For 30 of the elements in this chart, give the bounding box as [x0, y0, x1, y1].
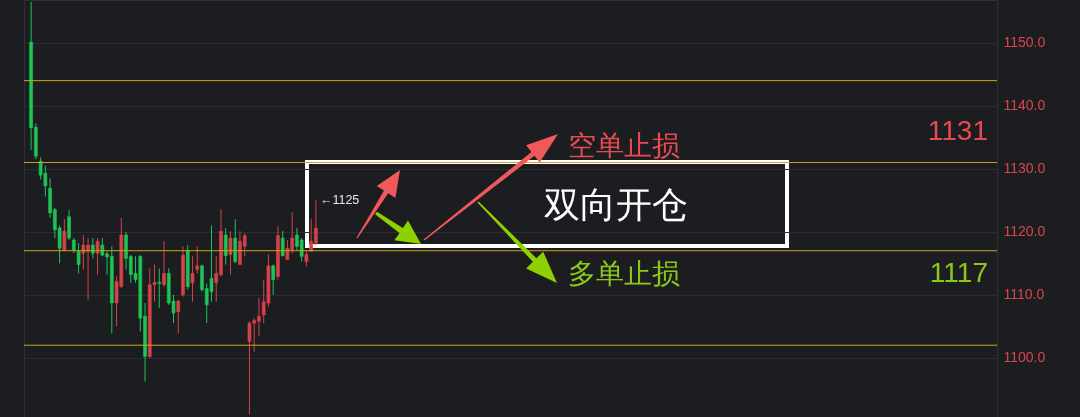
- candlestick: [285, 239, 290, 261]
- annotation: 多单止损: [568, 256, 680, 290]
- candlestick: [228, 230, 233, 276]
- ref-line-label: 1131: [927, 114, 988, 146]
- y-tick-label: 1130.0: [1003, 160, 1046, 177]
- candlestick: [95, 237, 100, 276]
- candlestick: [81, 234, 86, 271]
- y-tick-label: 1150.0: [1003, 34, 1046, 51]
- candlestick: [209, 225, 214, 303]
- y-tick-label: 1140.0: [1003, 97, 1046, 114]
- y-tick-label: 1100.0: [1003, 349, 1046, 366]
- annotation: 空单止损: [568, 128, 680, 162]
- candlestick: [76, 242, 81, 274]
- candlestick: [62, 218, 67, 252]
- candlestick: [223, 227, 228, 266]
- candlestick: [67, 209, 71, 241]
- y-tick-label: 1120.0: [1003, 223, 1046, 240]
- annotation: ←1125: [319, 193, 360, 208]
- ref-line-label: 1117: [929, 256, 988, 288]
- y-tick-label: 1110.0: [1003, 286, 1045, 303]
- candlestick: [162, 240, 166, 288]
- annotation: 双向开仓: [544, 184, 688, 225]
- candlestick: [271, 264, 275, 296]
- candlestick: [247, 320, 252, 415]
- candlestick: [157, 267, 162, 309]
- candlestick: [176, 299, 181, 334]
- candlestick: [299, 237, 304, 262]
- candlestick: [190, 255, 195, 303]
- candlestick: [233, 218, 238, 264]
- candlestick: [195, 245, 200, 274]
